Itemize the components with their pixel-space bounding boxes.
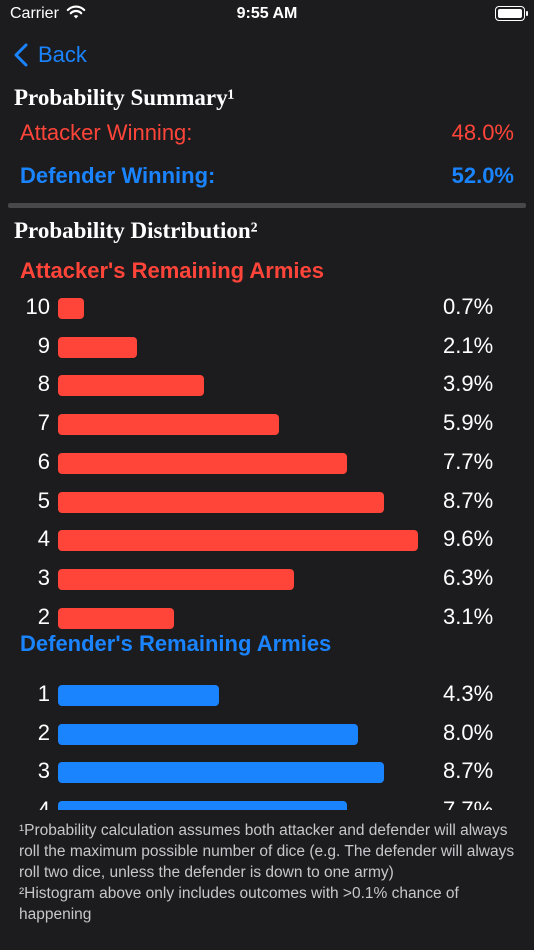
attacker-row-5: 5 8.7% (0, 484, 534, 514)
armies-label: 8 (37, 371, 50, 397)
attacker-bar (58, 607, 175, 629)
defender-row-3: 3 8.7% (0, 754, 534, 784)
percent-label: 2.1% (443, 332, 494, 358)
summary-title: Probability Summary¹ (14, 85, 235, 110)
percent-label: 8.0% (443, 719, 494, 745)
back-button[interactable]: Back (14, 40, 87, 70)
footnote-2: ²Histogram above only includes outcomes … (19, 885, 459, 923)
defender-bar (58, 801, 347, 810)
attacker-bar (58, 491, 385, 513)
percent-label: 3.9% (443, 371, 494, 397)
defender-winning-label: Defender Winning: (20, 163, 216, 188)
attacker-row-6: 6 7.7% (0, 445, 534, 475)
attacker-row-2: 2 3.1% (0, 600, 534, 630)
percent-label: 3.1% (443, 603, 494, 629)
attacker-row-10: 10 0.7% (0, 290, 534, 320)
percent-label: 4.3% (443, 681, 494, 706)
attacker-bar (58, 452, 347, 474)
defender-bar (58, 685, 220, 706)
attacker-bar (58, 530, 418, 552)
armies-label: 7 (37, 410, 50, 436)
attacker-row-7: 7 5.9% (0, 406, 534, 436)
defender-winning-row: Defender Winning: 52.0% (20, 163, 514, 189)
percent-label: 7.7% (443, 797, 494, 810)
armies-label: 3 (37, 758, 50, 784)
footnotes: ¹Probability calculation assumes both at… (19, 820, 519, 925)
armies-label: 4 (37, 526, 50, 552)
percent-label: 9.6% (443, 526, 494, 552)
armies-label: 5 (37, 487, 50, 513)
attacker-row-9: 9 2.1% (0, 329, 534, 359)
armies-label: 9 (37, 332, 50, 358)
armies-label: 1 (37, 681, 50, 706)
attacker-row-3: 3 6.3% (0, 561, 534, 591)
armies-label: 6 (37, 448, 50, 474)
attacker-bar (58, 568, 295, 590)
percent-label: 6.3% (443, 564, 494, 590)
armies-label: 3 (37, 564, 50, 590)
footnote-1: ¹Probability calculation assumes both at… (19, 822, 515, 881)
percent-label: 0.7% (443, 294, 494, 319)
armies-label: 10 (25, 294, 50, 319)
attacker-remaining-header: Attacker's Remaining Armies (20, 258, 324, 283)
percent-label: 7.7% (443, 448, 494, 474)
attacker-winning-value: 48.0% (451, 120, 514, 145)
back-label: Back (38, 42, 87, 67)
armies-label: 2 (37, 719, 50, 745)
distribution-histogram[interactable]: 10 0.7% 9 2.1% 8 3.9% 7 5.9% 6 7.7% 5 8.7% 4 9.6% 3 6.3… (0, 290, 534, 810)
attacker-bar (58, 375, 205, 397)
percent-label: 5.9% (443, 410, 494, 436)
attacker-winning-row: Attacker Winning: 48.0% (20, 120, 514, 146)
armies-label: 2 (37, 603, 50, 629)
defender-row-1: 1 4.3% (0, 677, 534, 707)
battery-icon (495, 6, 528, 21)
status-bar: Carrier 9:55 AM (0, 0, 534, 30)
defender-bar (58, 723, 358, 745)
percent-label: 8.7% (443, 758, 494, 784)
section-divider (8, 203, 526, 208)
defender-remaining-header: Defender's Remaining Armies (20, 631, 332, 657)
armies-label: 4 (37, 797, 50, 810)
attacker-row-8: 8 3.9% (0, 367, 534, 397)
attacker-bar (58, 298, 85, 319)
carrier-label: Carrier (10, 5, 59, 22)
attacker-winning-label: Attacker Winning: (20, 120, 193, 145)
clock: 9:55 AM (236, 5, 298, 22)
attacker-row-4: 4 9.6% (0, 522, 534, 552)
defender-row-2: 2 8.0% (0, 716, 534, 746)
chevron-left-icon (14, 43, 28, 67)
defender-winning-value: 52.0% (451, 163, 514, 188)
attacker-bar (58, 336, 137, 358)
wifi-icon (66, 5, 86, 19)
percent-label: 8.7% (443, 487, 494, 513)
defender-bar (58, 762, 385, 784)
attacker-bar (58, 414, 280, 436)
distribution-title: Probability Distribution² (14, 218, 258, 243)
defender-row-4: 4 7.7% (0, 793, 534, 810)
